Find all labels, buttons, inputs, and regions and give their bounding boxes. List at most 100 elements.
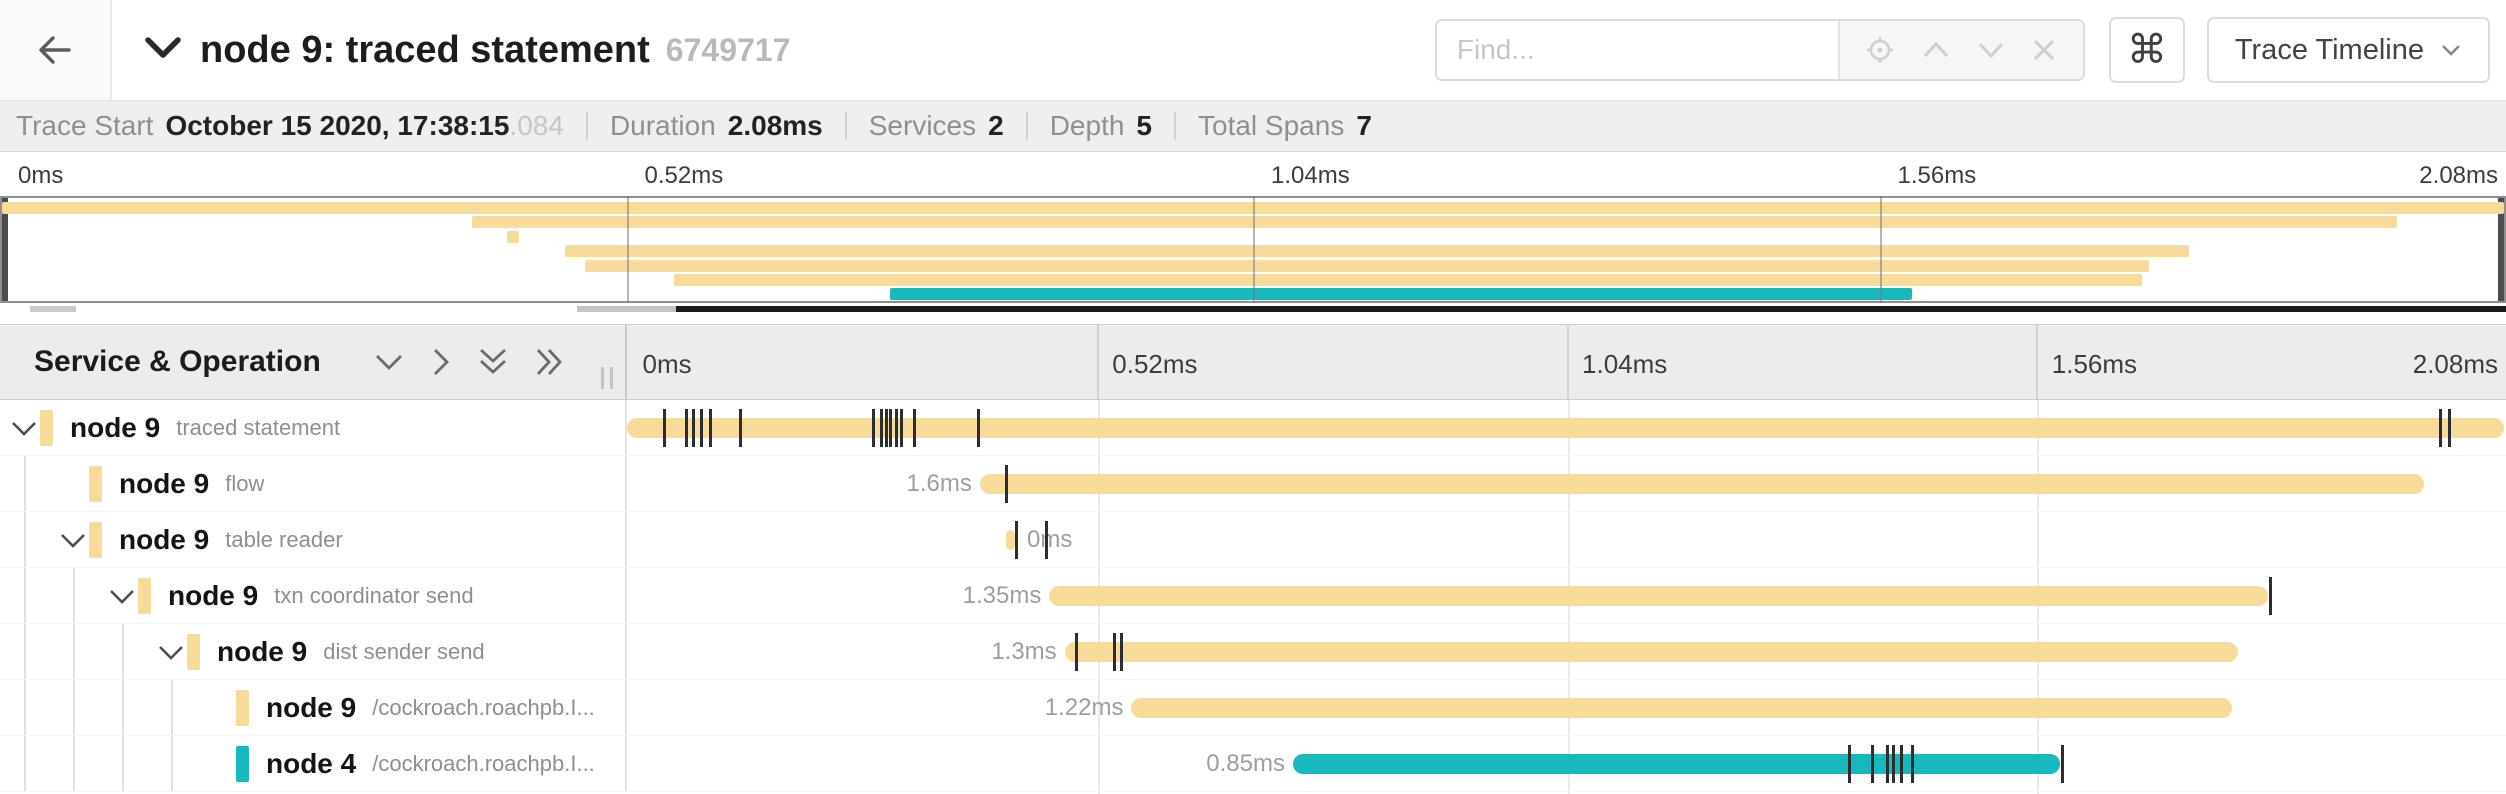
span-log-tick[interactable] bbox=[1015, 521, 1019, 559]
span-log-tick[interactable] bbox=[685, 409, 689, 447]
axis-tick-label: 2.08ms bbox=[2412, 349, 2498, 379]
column-resize-grip[interactable] bbox=[601, 367, 613, 389]
scrollbar-segment[interactable] bbox=[577, 306, 676, 312]
tree-indent-guide bbox=[24, 736, 26, 791]
minimap-span-bar bbox=[889, 288, 1913, 301]
span-bar[interactable] bbox=[1064, 642, 2238, 662]
span-row[interactable]: node 9 traced statement bbox=[0, 400, 2506, 456]
span-name-cell[interactable]: node 9 flow bbox=[0, 456, 627, 511]
span-row[interactable]: node 9 /cockroach.roachpb.I... 1.22ms bbox=[0, 680, 2506, 736]
span-row[interactable]: node 9 dist sender send 1.3ms bbox=[0, 624, 2506, 680]
span-bar[interactable] bbox=[979, 474, 2424, 494]
axis-tick-label: 1.56ms bbox=[2051, 349, 2138, 379]
span-name-cell[interactable]: node 9 /cockroach.roachpb.I... bbox=[0, 680, 627, 735]
span-bar[interactable] bbox=[1292, 754, 2060, 774]
span-timeline-cell[interactable]: 1.35ms bbox=[627, 568, 2506, 623]
span-log-tick[interactable] bbox=[1848, 745, 1852, 783]
expand-all-double-chevron-right-icon[interactable] bbox=[535, 346, 565, 378]
span-log-tick[interactable] bbox=[2439, 409, 2443, 447]
span-row[interactable]: node 9 flow 1.6ms bbox=[0, 456, 2506, 512]
span-name-cell[interactable]: node 9 dist sender send bbox=[0, 624, 627, 679]
trace-collapse-chevron-down-icon[interactable] bbox=[144, 35, 182, 66]
span-log-tick[interactable] bbox=[708, 409, 712, 447]
span-log-tick[interactable] bbox=[879, 409, 883, 447]
minimap-gridline bbox=[1253, 196, 1255, 303]
span-expander-chevron-down-icon[interactable] bbox=[59, 532, 87, 549]
span-bar[interactable] bbox=[1049, 586, 2268, 606]
span-expander-chevron-down-icon[interactable] bbox=[108, 588, 136, 605]
span-log-tick[interactable] bbox=[913, 409, 917, 447]
find-input[interactable] bbox=[1436, 21, 1838, 79]
summary-item-label: Duration bbox=[609, 110, 716, 141]
span-log-tick[interactable] bbox=[692, 409, 696, 447]
span-log-tick[interactable] bbox=[889, 409, 892, 447]
collapse-one-chevron-down-icon[interactable] bbox=[373, 352, 405, 372]
span-log-tick[interactable] bbox=[871, 409, 875, 447]
span-log-tick[interactable] bbox=[1899, 745, 1903, 783]
span-log-tick[interactable] bbox=[899, 409, 903, 447]
span-log-tick[interactable] bbox=[700, 409, 704, 447]
span-operation-name: dist sender send bbox=[323, 638, 485, 664]
span-timeline-cell[interactable] bbox=[627, 400, 2506, 455]
span-row[interactable]: node 9 table reader 0ms bbox=[0, 512, 2506, 568]
next-match-chevron-down-icon[interactable] bbox=[1976, 40, 2006, 60]
scrollbar-segment[interactable] bbox=[676, 306, 2506, 312]
keyboard-shortcuts-button[interactable]: ⌘ bbox=[2108, 17, 2185, 83]
span-service-name: node 9 bbox=[70, 411, 161, 443]
axis-tick-label: 0ms bbox=[18, 162, 64, 189]
minimap-ruler: 0ms 0.52ms 1.04ms 1.56ms 2.08ms bbox=[0, 152, 2506, 196]
clear-find-x-icon[interactable] bbox=[2031, 37, 2057, 63]
span-name-cell[interactable]: node 4 /cockroach.roachpb.I... bbox=[0, 736, 627, 791]
span-log-tick[interactable] bbox=[1112, 633, 1116, 671]
span-log-tick[interactable] bbox=[1911, 745, 1915, 783]
back-button[interactable] bbox=[0, 0, 112, 100]
span-bar[interactable] bbox=[1131, 698, 2233, 718]
span-log-tick[interactable] bbox=[977, 409, 981, 447]
span-log-tick[interactable] bbox=[2448, 409, 2452, 447]
span-log-tick[interactable] bbox=[885, 409, 889, 447]
span-row[interactable]: node 4 /cockroach.roachpb.I... 0.85ms bbox=[0, 736, 2506, 792]
span-log-tick[interactable] bbox=[895, 409, 899, 447]
tree-indent-guide bbox=[73, 568, 75, 623]
scrollbar-segment[interactable] bbox=[30, 306, 76, 312]
span-service-name: node 9 bbox=[119, 467, 210, 499]
span-log-tick[interactable] bbox=[739, 409, 743, 447]
span-timeline-cell[interactable]: 1.3ms bbox=[627, 624, 2506, 679]
span-service-name: node 9 bbox=[168, 579, 259, 611]
span-timeline-cell[interactable]: 1.22ms bbox=[627, 680, 2506, 735]
span-timeline-cell[interactable]: 0.85ms bbox=[627, 736, 2506, 791]
span-expander-chevron-down-icon[interactable] bbox=[157, 644, 185, 661]
expand-collapse-controls bbox=[373, 346, 565, 378]
expand-one-chevron-right-icon[interactable] bbox=[431, 346, 451, 378]
span-log-tick[interactable] bbox=[1870, 745, 1874, 783]
span-timeline-cell[interactable]: 0ms bbox=[627, 512, 2506, 567]
span-name-cell[interactable]: node 9 txn coordinator send bbox=[0, 568, 627, 623]
span-log-tick[interactable] bbox=[2061, 745, 2065, 783]
span-log-tick[interactable] bbox=[2268, 577, 2272, 615]
axis-tick-label: 1.04ms bbox=[1271, 162, 1350, 189]
summary-item: Duration 2.08ms bbox=[564, 110, 823, 142]
prev-match-chevron-up-icon[interactable] bbox=[1921, 40, 1951, 60]
span-log-tick[interactable] bbox=[1891, 745, 1895, 783]
locate-target-icon[interactable] bbox=[1865, 35, 1895, 65]
span-name-cell[interactable]: node 9 table reader bbox=[0, 512, 627, 567]
tree-indent-guide bbox=[24, 568, 26, 623]
minimap-left-scrubber-handle[interactable] bbox=[2, 198, 8, 301]
span-timeline-cell[interactable]: 1.6ms bbox=[627, 456, 2506, 511]
span-row[interactable]: node 9 txn coordinator send 1.35ms bbox=[0, 568, 2506, 624]
span-log-tick[interactable] bbox=[1120, 633, 1124, 671]
span-expander-chevron-down-icon[interactable] bbox=[10, 420, 38, 437]
collapse-all-double-chevron-down-icon[interactable] bbox=[477, 347, 509, 377]
span-log-tick[interactable] bbox=[1886, 745, 1890, 783]
span-bar[interactable] bbox=[1006, 530, 1016, 550]
minimap-right-scrubber-handle[interactable] bbox=[2498, 198, 2504, 301]
span-log-tick[interactable] bbox=[663, 409, 667, 447]
span-log-tick[interactable] bbox=[1074, 633, 1078, 671]
span-name-cell[interactable]: node 9 traced statement bbox=[0, 400, 627, 455]
minimap-scroll-strip[interactable] bbox=[0, 305, 2506, 313]
span-bar[interactable] bbox=[627, 418, 2504, 438]
span-log-tick[interactable] bbox=[1045, 521, 1049, 559]
view-selector-dropdown[interactable]: Trace Timeline bbox=[2206, 17, 2490, 83]
span-log-tick[interactable] bbox=[1004, 465, 1008, 503]
find-bar bbox=[1434, 19, 2085, 81]
